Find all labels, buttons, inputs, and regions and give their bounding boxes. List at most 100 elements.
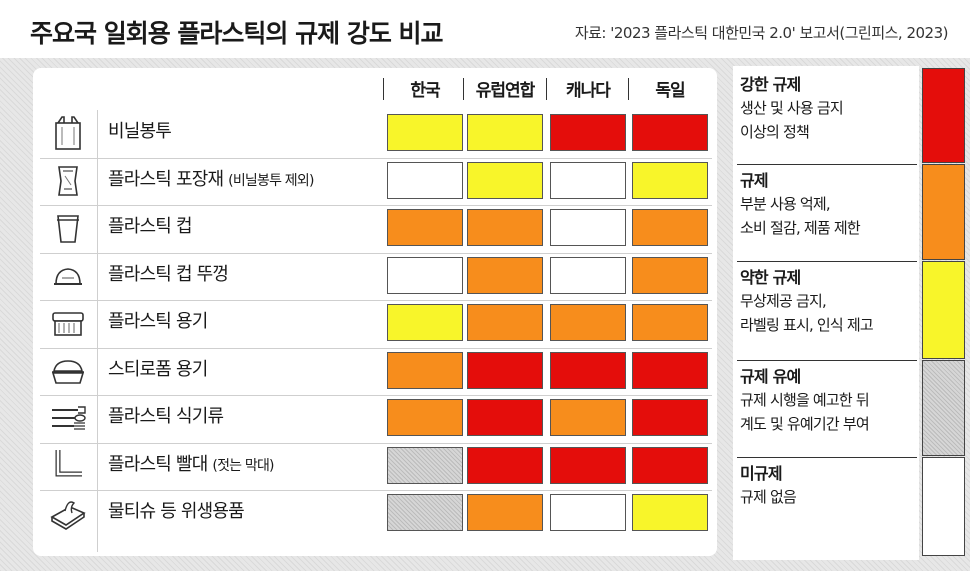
column-header: 독일 bbox=[655, 81, 685, 101]
regulation-cell bbox=[387, 256, 463, 294]
regulation-cell bbox=[387, 399, 463, 436]
column-header: 캐나다 bbox=[566, 81, 611, 101]
row-label-note: (젓는 막대) bbox=[212, 457, 274, 474]
straw-icon bbox=[48, 446, 88, 486]
row-label-text: 플라스틱 포장재 bbox=[108, 168, 229, 190]
row-divider bbox=[40, 252, 712, 254]
legend-description: 라벨링 표시, 인식 제고 bbox=[740, 316, 874, 334]
legend-description: 계도 및 유예기간 부여 bbox=[740, 415, 870, 433]
legend-swatch-strong bbox=[922, 68, 965, 163]
row-divider bbox=[40, 395, 712, 396]
row-label-text: 플라스틱 식기류 bbox=[108, 406, 224, 427]
regulation-cell bbox=[467, 256, 543, 294]
regulation-cell bbox=[387, 446, 463, 484]
column-header: 한국 bbox=[410, 81, 440, 101]
row-label-text: 플라스틱 컵 뚜껑 bbox=[108, 263, 229, 285]
foam-container-icon bbox=[48, 351, 88, 391]
legend-panel bbox=[733, 66, 919, 560]
row-divider bbox=[40, 442, 712, 444]
regulation-cell bbox=[550, 209, 626, 246]
legend-description: 무상제공 금지, bbox=[740, 292, 827, 310]
row-label: 비닐봉투 bbox=[108, 120, 172, 144]
column-separator bbox=[546, 78, 547, 100]
column-separator bbox=[463, 78, 464, 100]
column-header: 유럽연합 bbox=[475, 81, 536, 101]
legend-swatch-grace bbox=[922, 360, 965, 456]
legend-description: 이상의 정책 bbox=[740, 123, 810, 141]
row-divider bbox=[40, 205, 712, 206]
regulation-cell bbox=[467, 161, 543, 199]
regulation-cell bbox=[550, 161, 626, 199]
regulation-cell bbox=[632, 209, 708, 246]
cutlery-icon bbox=[48, 398, 88, 438]
row-label: 물티슈 등 위생용품 bbox=[108, 500, 245, 524]
regulation-cell bbox=[550, 494, 626, 531]
regulation-cell bbox=[632, 304, 708, 341]
legend-description: 규제 없음 bbox=[740, 488, 797, 506]
legend-item-regulation: 규제 부분 사용 억제, 소비 절감, 제품 제한 bbox=[740, 170, 920, 240]
regulation-cell bbox=[550, 399, 626, 436]
regulation-cell bbox=[632, 399, 708, 436]
row-label-text: 플라스틱 빨대 bbox=[108, 453, 213, 475]
cup-icon bbox=[48, 208, 88, 248]
packaging-icon bbox=[48, 161, 88, 201]
row-label-text: 비닐봉투 bbox=[108, 121, 172, 142]
legend-description: 규제 시행을 예고한 뒤 bbox=[740, 391, 870, 409]
regulation-cell bbox=[467, 209, 543, 246]
row-label: 플라스틱 컵 뚜껑 bbox=[108, 263, 229, 287]
row-divider bbox=[40, 300, 712, 301]
regulation-cell bbox=[387, 304, 463, 341]
regulation-cell bbox=[467, 304, 543, 341]
column-separator bbox=[383, 78, 384, 100]
legend-description: 소비 절감, 제품 제한 bbox=[740, 219, 861, 237]
row-label-text: 플라스틱 컵 bbox=[108, 216, 193, 237]
legend-separator bbox=[737, 164, 917, 165]
regulation-cell bbox=[632, 114, 708, 151]
plastic-bag-icon bbox=[48, 113, 88, 153]
regulation-cell bbox=[632, 161, 708, 199]
row-divider bbox=[40, 490, 712, 491]
regulation-cell bbox=[467, 446, 543, 484]
row-label: 플라스틱 용기 bbox=[108, 310, 208, 334]
regulation-cell bbox=[467, 494, 543, 531]
regulation-cell bbox=[632, 446, 708, 484]
row-label-text: 물티슈 등 위생용품 bbox=[108, 501, 245, 522]
regulation-cell bbox=[387, 209, 463, 246]
container-icon bbox=[48, 303, 88, 343]
regulation-cell bbox=[550, 351, 626, 389]
legend-separator bbox=[737, 360, 917, 361]
legend-swatch-weak bbox=[922, 261, 965, 359]
legend-separator bbox=[737, 261, 917, 262]
row-divider bbox=[40, 347, 712, 349]
legend-title: 규제 유예 bbox=[740, 367, 801, 386]
legend-description: 생산 및 사용 금지 bbox=[740, 99, 844, 117]
legend-title: 강한 규제 bbox=[740, 75, 801, 94]
regulation-cell bbox=[550, 256, 626, 294]
regulation-cell bbox=[467, 399, 543, 436]
icon-column-divider bbox=[97, 110, 98, 552]
legend-item-none: 미규제 규제 없음 bbox=[740, 463, 920, 509]
regulation-cell bbox=[632, 494, 708, 531]
row-label-text: 플라스틱 용기 bbox=[108, 311, 208, 332]
row-label: 스티로폼 용기 bbox=[108, 358, 208, 382]
row-divider bbox=[40, 157, 712, 159]
cup-lid-icon bbox=[48, 256, 88, 296]
regulation-cell bbox=[550, 114, 626, 151]
wet-wipes-icon bbox=[48, 493, 88, 533]
regulation-cell bbox=[387, 351, 463, 389]
regulation-cell bbox=[387, 161, 463, 199]
regulation-cell bbox=[632, 256, 708, 294]
regulation-cell bbox=[550, 446, 626, 484]
column-separator bbox=[628, 78, 629, 100]
regulation-cell bbox=[467, 351, 543, 389]
title-bar: 주요국 일회용 플라스틱의 규제 강도 비교 자료: '2023 플라스틱 대한… bbox=[0, 0, 970, 58]
row-label: 플라스틱 빨대 (젓는 막대) bbox=[108, 453, 275, 478]
row-label-text: 스티로폼 용기 bbox=[108, 358, 208, 380]
chart-title: 주요국 일회용 플라스틱의 규제 강도 비교 bbox=[30, 19, 444, 48]
regulation-cell bbox=[387, 114, 463, 151]
legend-swatch-regulation bbox=[922, 164, 965, 260]
legend-title: 약한 규제 bbox=[740, 268, 801, 287]
row-label: 플라스틱 포장재 (비닐봉투 제외) bbox=[108, 168, 314, 193]
